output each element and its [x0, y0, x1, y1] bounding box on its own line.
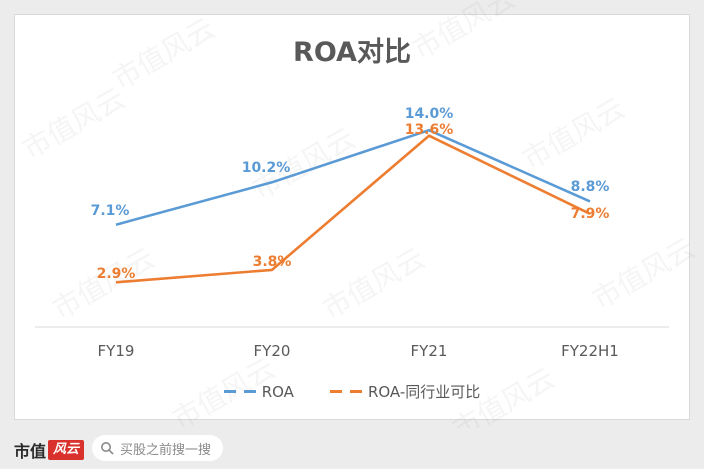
- search-box[interactable]: 买股之前搜一搜: [92, 435, 224, 461]
- data-label: 2.9%: [96, 266, 136, 283]
- series-line-roa: [115, 128, 591, 226]
- data-label: 7.9%: [570, 205, 610, 222]
- data-label: 3.8%: [252, 253, 292, 270]
- data-label: 7.1%: [90, 202, 130, 219]
- footer-bar: 市值 风云 买股之前搜一搜: [0, 428, 704, 469]
- legend-item: ROA: [223, 381, 294, 402]
- legend: ROA ROA-同行业可比: [0, 381, 704, 402]
- chart-frame: [14, 14, 690, 420]
- legend-label: ROA-同行业可比: [367, 383, 481, 401]
- data-label: 8.8%: [570, 179, 610, 196]
- legend-swatch: [223, 390, 256, 393]
- search-placeholder: 买股之前搜一搜: [120, 442, 212, 458]
- watermark-text: 市值风云: [517, 91, 631, 176]
- brand-logo: 市值 风云: [14, 438, 85, 462]
- watermark-text: 市值风云: [317, 241, 431, 326]
- watermark-text: 市值风云: [17, 81, 131, 166]
- x-tick-label: FY21: [410, 342, 448, 360]
- data-label: 10.2%: [241, 160, 291, 177]
- data-label: 14.0%: [404, 106, 454, 123]
- legend-swatch: [329, 390, 362, 393]
- series-line-roa-peer: [115, 134, 591, 284]
- chart-title: ROA对比: [293, 37, 411, 68]
- watermark-text: 市值风云: [587, 231, 701, 316]
- data-label: 13.6%: [404, 121, 454, 138]
- x-tick-label: FY20: [253, 342, 291, 360]
- watermark-text: 市值风云: [47, 241, 161, 326]
- x-tick-label: FY22H1: [561, 342, 619, 360]
- legend-item: ROA-同行业可比: [329, 381, 481, 402]
- brand-stamp: 风云: [48, 440, 85, 460]
- brand-text: 市值: [14, 442, 47, 461]
- x-tick-label: FY19: [97, 342, 135, 360]
- legend-label: ROA: [261, 382, 294, 401]
- search-icon: [101, 442, 114, 455]
